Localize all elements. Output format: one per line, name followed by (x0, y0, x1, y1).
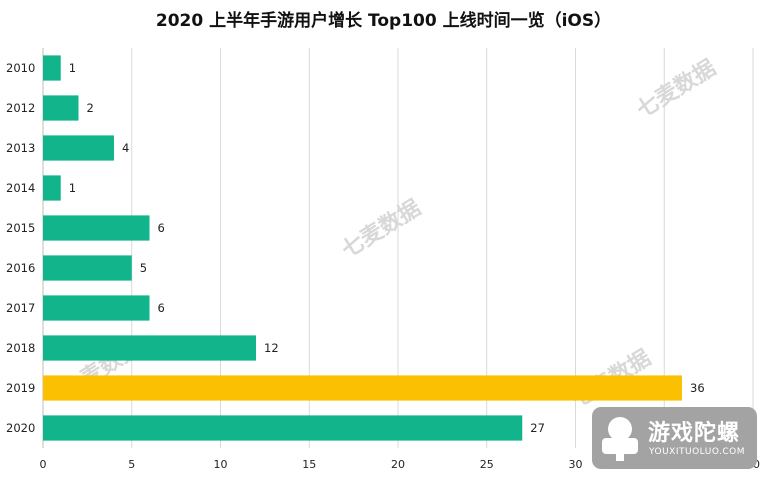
x-tick-label: 25 (480, 458, 494, 471)
category-labels: 2010 2012 2013 2014 2015 2016 2017 2018 2019 2020 (6, 61, 35, 435)
watermark: 七麦数据 (337, 195, 425, 264)
bar-2010 (43, 55, 61, 81)
bar-2016 (43, 255, 132, 281)
x-tick-label: 30 (569, 458, 583, 471)
logo: 游戏陀螺 YOUXITUOLUO.COM (592, 407, 757, 469)
data-label-2017: 6 (158, 301, 165, 315)
data-label-2013: 4 (122, 141, 129, 155)
data-label-2019: 36 (690, 381, 705, 395)
category-label-2020: 2020 (6, 421, 35, 435)
data-label-2020: 27 (530, 421, 545, 435)
bars (43, 55, 682, 441)
bar-2012 (43, 95, 79, 121)
category-label-2013: 2013 (6, 141, 35, 155)
category-label-2010: 2010 (6, 61, 35, 75)
x-tick-label: 15 (302, 458, 316, 471)
x-tick-label: 10 (214, 458, 228, 471)
data-label-2015: 6 (158, 221, 165, 235)
data-label-2010: 1 (69, 61, 76, 75)
bar-2013 (43, 135, 114, 161)
category-label-2012: 2012 (6, 101, 35, 115)
bar-2015 (43, 215, 150, 241)
x-tick-label: 0 (40, 458, 47, 471)
bar-2018 (43, 335, 256, 361)
x-tick-label: 5 (128, 458, 135, 471)
category-label-2018: 2018 (6, 341, 35, 355)
data-label-2014: 1 (69, 181, 76, 195)
spinning-top-icon (602, 417, 638, 461)
category-label-2014: 2014 (6, 181, 35, 195)
bar-2014 (43, 175, 61, 201)
logo-url: YOUXITUOLUO.COM (649, 447, 746, 457)
x-tick-label: 20 (391, 458, 405, 471)
category-label-2017: 2017 (6, 301, 35, 315)
logo-name: 游戏陀螺 (648, 421, 741, 446)
category-label-2019: 2019 (6, 381, 35, 395)
data-label-2012: 2 (87, 101, 94, 115)
category-label-2016: 2016 (6, 261, 35, 275)
bar-2019 (43, 375, 682, 401)
category-label-2015: 2015 (6, 221, 35, 235)
data-label-2018: 12 (264, 341, 279, 355)
watermark: 七麦数据 (632, 55, 720, 124)
bar-2020 (43, 415, 523, 441)
data-label-2016: 5 (140, 261, 147, 275)
chart-title: 2020 上半年手游用户增长 Top100 上线时间一览（iOS） (155, 11, 612, 31)
bar-2017 (43, 295, 150, 321)
